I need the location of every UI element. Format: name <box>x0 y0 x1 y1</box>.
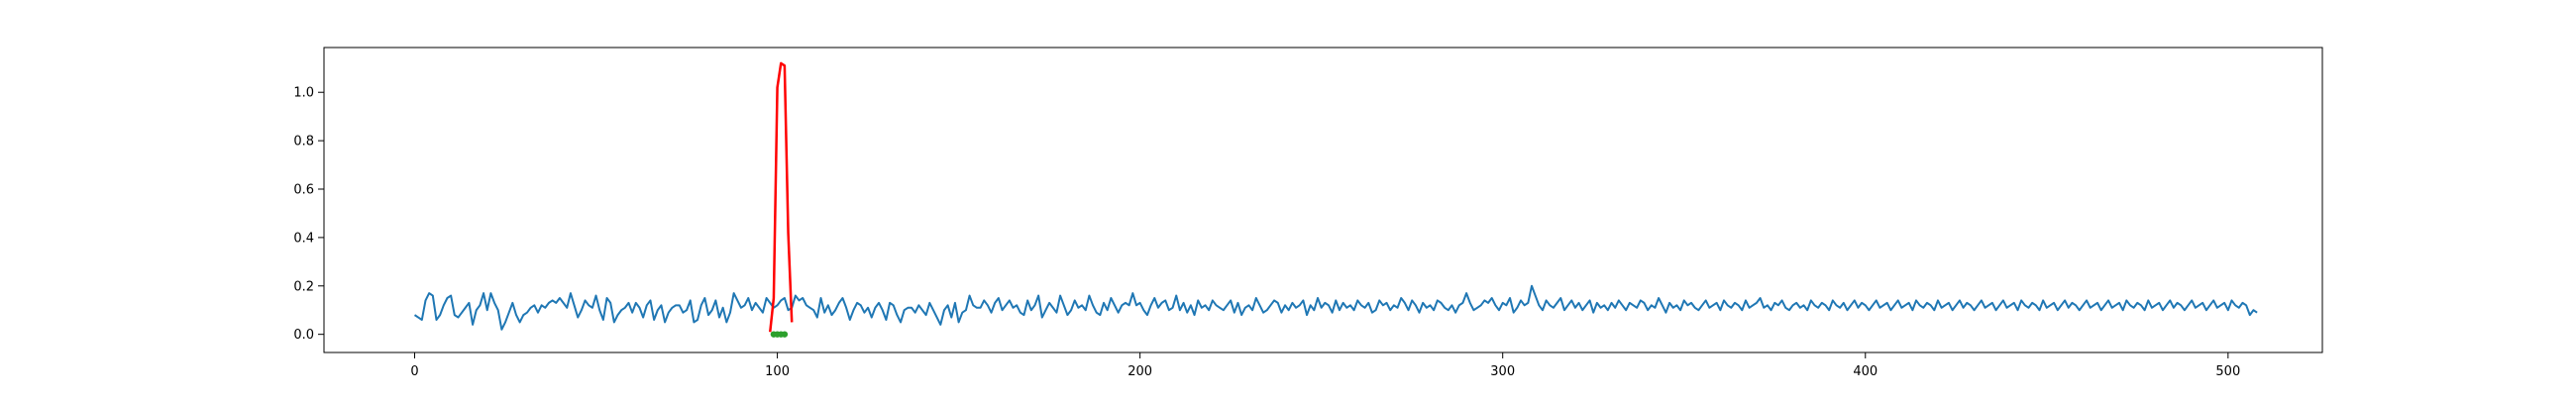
marker-point <box>781 331 789 338</box>
noise-line <box>413 284 2258 331</box>
plot-frame <box>323 47 2323 353</box>
pulse-line <box>769 61 794 333</box>
x-tick-label: 500 <box>2215 364 2240 379</box>
y-tick-label: 0.0 <box>293 328 314 343</box>
y-tick-label: 0.4 <box>293 231 314 246</box>
x-tick-label: 400 <box>1853 364 1878 379</box>
pulse-series <box>769 61 794 333</box>
x-axis: 0 100 200 300 400 500 <box>410 352 2240 379</box>
x-tick-label: 300 <box>1490 364 1515 379</box>
x-tick-label: 100 <box>765 364 790 379</box>
x-tick-label: 200 <box>1127 364 1152 379</box>
marker-series <box>770 331 789 338</box>
y-tick-label: 0.6 <box>293 183 314 198</box>
y-axis: 0.0 0.2 0.4 0.6 0.8 1.0 <box>293 86 324 343</box>
noise-series <box>413 284 2258 331</box>
y-tick-label: 0.8 <box>293 135 314 150</box>
y-tick-label: 0.2 <box>293 279 314 294</box>
y-tick-label: 1.0 <box>293 86 314 101</box>
x-tick-label: 0 <box>410 364 418 379</box>
